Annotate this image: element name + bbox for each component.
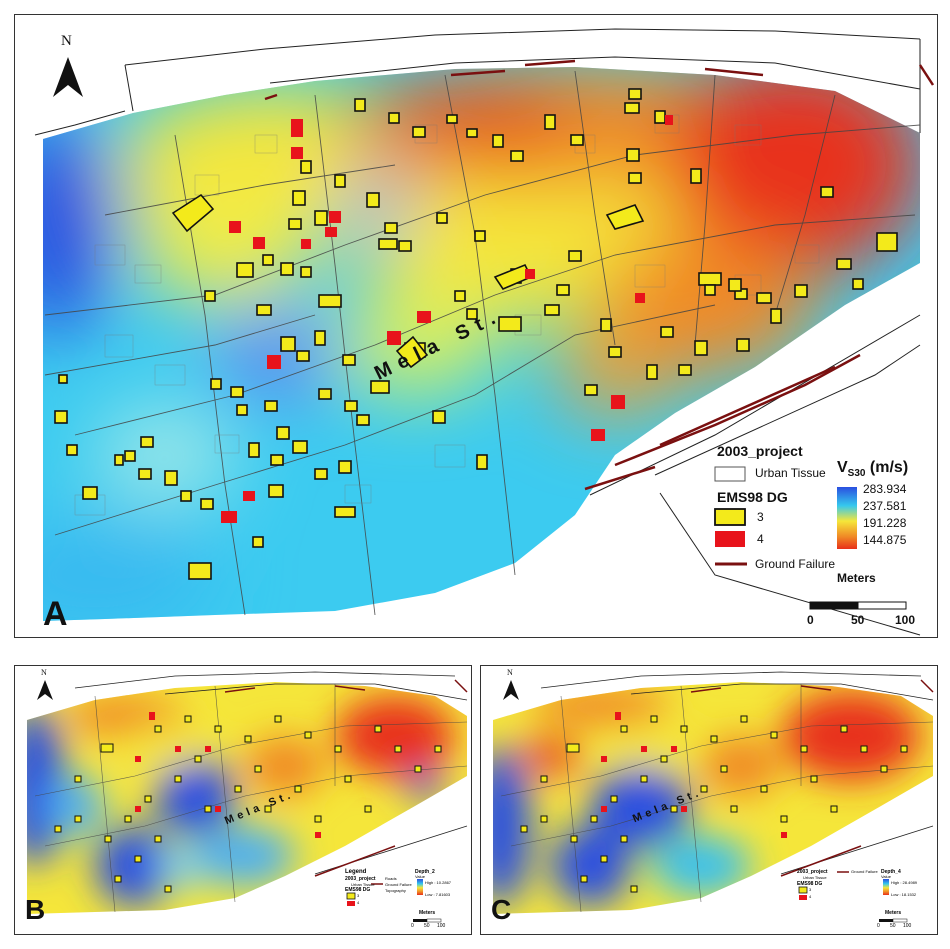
legend-title: 2003_project: [717, 443, 803, 459]
legend-ems-title: EMS98 DG: [797, 881, 823, 887]
legend-ground-failure: Ground Failure: [755, 557, 836, 571]
north-label: N: [41, 668, 47, 677]
depth-high: High : 10.2867: [425, 880, 452, 885]
map-panel-a: N A Mela St. 2003_project Urban Tissue E…: [14, 14, 938, 638]
scale-title: Meters: [837, 571, 876, 585]
panel-label-c: C: [491, 894, 512, 925]
depth-low: Low : 18.1532: [891, 892, 917, 897]
north-label: N: [507, 668, 513, 677]
legend-title: 2003_project: [797, 869, 828, 875]
vs30-tick: 191.228: [863, 516, 907, 530]
scale-tick: 0: [807, 613, 814, 627]
panel-label-b: B: [25, 894, 46, 925]
scale-tick: 100: [903, 923, 912, 929]
depth-low: Low : 7.81603: [425, 892, 451, 897]
legend-urban-tissue: Urban Tissue: [351, 882, 375, 887]
scale-tick: 100: [895, 613, 916, 627]
depth-4-map: [493, 671, 934, 923]
depth-title: Depth_2: [415, 869, 435, 875]
legend-ground-failure: Ground Failure: [851, 869, 878, 874]
depth-high: High : 28.4989: [891, 880, 918, 885]
legend-urban-tissue: Urban Tissue: [803, 875, 827, 880]
map-panel-b: N B Mela St. Legend 2003_project Urban T…: [14, 665, 472, 935]
scale-tick: 50: [424, 923, 430, 929]
legend-topography: Topography: [385, 888, 406, 893]
legend-ems-title: EMS98 DG: [717, 489, 788, 505]
scale-title: Meters: [885, 910, 902, 916]
legend-title: 2003_project: [345, 876, 376, 882]
legend-dg4: 4: [757, 532, 764, 546]
depth-2-map: [27, 671, 468, 923]
scale-tick: 0: [411, 923, 414, 929]
depth-title: Depth_4: [881, 869, 901, 875]
legend-ems-title: EMS98 DG: [345, 887, 371, 893]
panel-label-a: A: [43, 595, 68, 633]
vs30-map: [34, 28, 935, 636]
legend-heading: Legend: [345, 869, 367, 875]
legend-roads: Roads: [385, 876, 397, 881]
depth-value-label: Value: [881, 874, 891, 879]
vs30-unit: (m/s): [869, 459, 909, 476]
legend-dg3: 3: [357, 893, 360, 898]
north-arrow-icon: [37, 680, 53, 700]
vs30-tick: 283.934: [863, 482, 907, 496]
scale-tick: 50: [851, 613, 865, 627]
vs30-title: VS30 (m/s): [837, 459, 908, 479]
scale-tick: 100: [437, 923, 446, 929]
depth-value-label: Value: [415, 874, 425, 879]
vs30-tick: 237.581: [863, 499, 907, 513]
map-panel-c: N C Mela St. 2003_project Urban Tissue E…: [480, 665, 938, 935]
legend-ground-failure: Ground Failure: [385, 882, 412, 887]
vs30-tick: 144.875: [863, 533, 907, 547]
vs30-subscript: S30: [847, 468, 866, 480]
vs30-symbol: V: [837, 459, 848, 476]
legend-dg3: 3: [809, 887, 812, 892]
scale-title: Meters: [419, 910, 436, 916]
scale-tick: 50: [890, 923, 896, 929]
legend-dg4: 4: [357, 900, 360, 905]
legend-dg3: 3: [757, 510, 764, 524]
scale-tick: 0: [877, 923, 880, 929]
legend-urban-tissue: Urban Tissue: [755, 466, 826, 480]
north-arrow-icon: [53, 57, 83, 97]
north-label: N: [61, 33, 72, 49]
legend-dg4: 4: [809, 894, 812, 899]
north-arrow-icon: [503, 680, 519, 700]
